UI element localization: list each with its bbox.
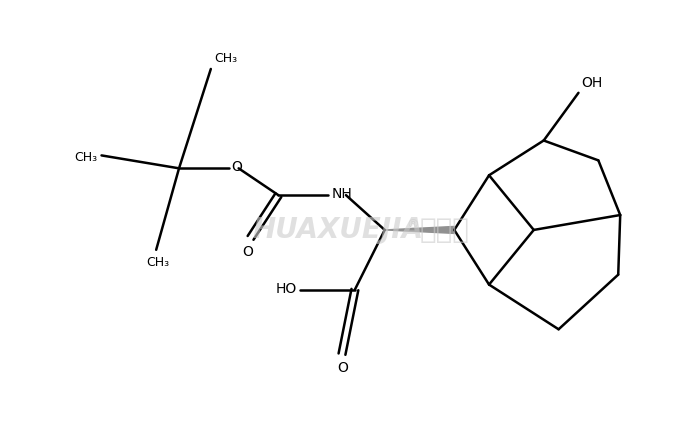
Text: CH₃: CH₃ (74, 151, 97, 164)
Text: NH: NH (332, 187, 353, 201)
Text: O: O (242, 245, 253, 259)
Text: HO: HO (276, 282, 297, 296)
Text: CH₃: CH₃ (147, 256, 170, 269)
Text: O: O (232, 160, 243, 174)
Text: O: O (337, 361, 348, 375)
Text: ®: ® (407, 219, 419, 231)
Text: HUAXUEJIA: HUAXUEJIA (252, 216, 424, 244)
Polygon shape (385, 226, 454, 233)
Text: 化学加: 化学加 (420, 216, 469, 244)
Text: CH₃: CH₃ (214, 52, 237, 65)
Text: OH: OH (581, 76, 602, 90)
